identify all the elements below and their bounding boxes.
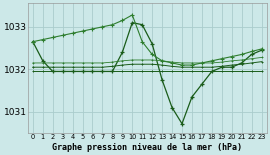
X-axis label: Graphe pression niveau de la mer (hPa): Graphe pression niveau de la mer (hPa) [52, 143, 242, 152]
